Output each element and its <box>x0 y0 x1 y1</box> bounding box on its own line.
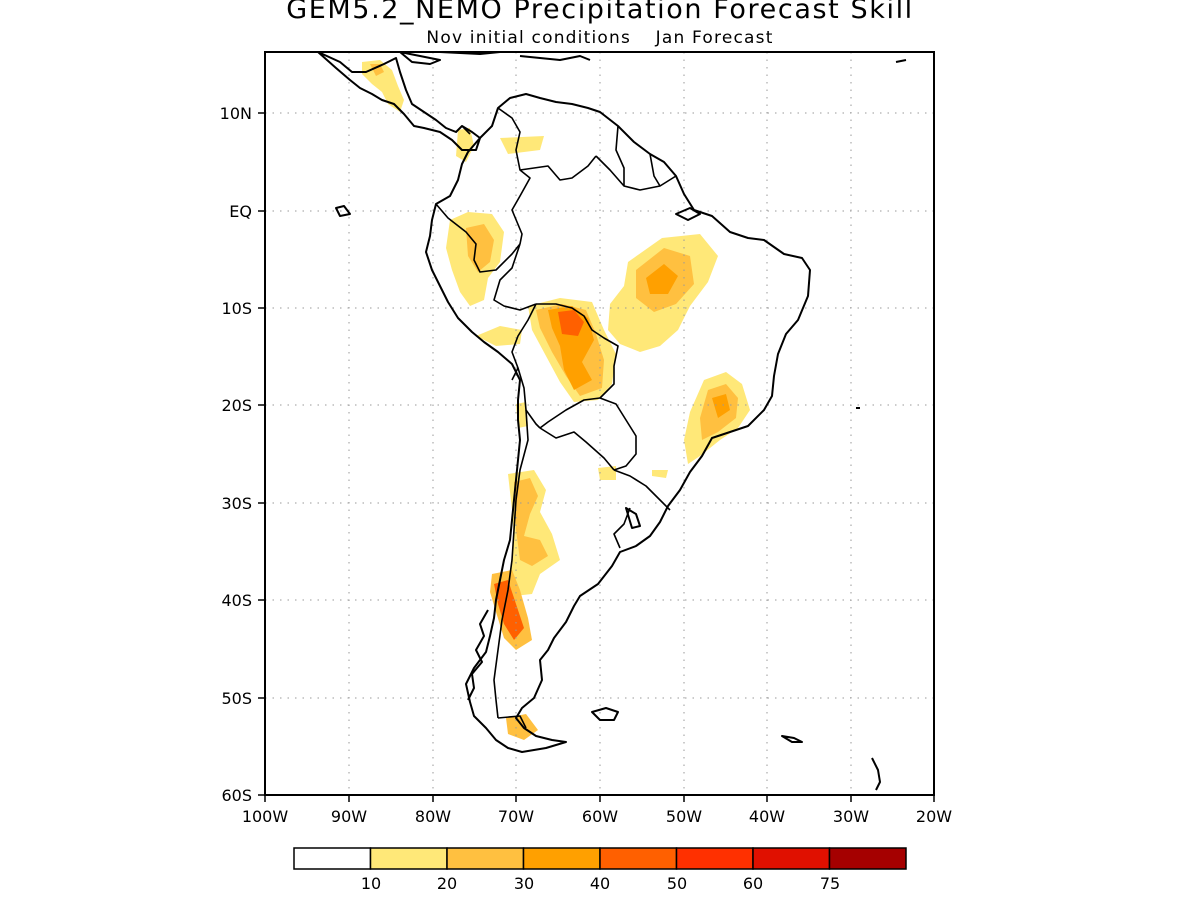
colorbar-box <box>599 847 678 870</box>
latitude-labels: 10N EQ 10S 20S 30S 40S 50S 60S <box>220 104 252 805</box>
skill-area-central-andes-core <box>514 478 548 566</box>
south-georgia <box>781 735 803 743</box>
skill-area-peru-south <box>476 326 522 346</box>
border-suriname-fguiana <box>649 153 661 187</box>
coastlines <box>317 52 907 791</box>
lon-label: 40W <box>749 807 785 826</box>
lat-label: 10S <box>221 299 252 318</box>
skill-shading <box>362 60 750 740</box>
colorbar-box <box>752 847 831 870</box>
colorbar-boxes <box>293 847 907 870</box>
border-ecuador-peru <box>435 203 521 273</box>
border-venezuela-brazil <box>519 155 597 181</box>
map-frame <box>264 51 935 796</box>
border-peru-bolivia <box>511 303 537 381</box>
lat-label: 50S <box>221 689 252 708</box>
skill-area-patagonia-core <box>494 580 524 640</box>
lat-label: 20S <box>221 396 252 415</box>
lat-label: 40S <box>221 591 252 610</box>
axis-ticks <box>258 112 935 802</box>
longitude-labels: 100W 90W 80W 70W 60W 50W 40W 30W 20W <box>242 807 952 826</box>
gridlines <box>265 52 934 795</box>
lon-label: 90W <box>331 807 367 826</box>
skill-area-west-amazon-core <box>466 224 494 272</box>
colorbar-label: 40 <box>590 874 610 893</box>
skill-area-venezuela <box>500 136 544 154</box>
forecast-month-label: Jan Forecast <box>655 28 774 48</box>
skill-area-central-america-core <box>370 64 384 76</box>
northeast-islet <box>895 59 907 63</box>
lat-label: EQ <box>229 202 252 221</box>
lagoa-dos-patos <box>625 507 641 529</box>
lon-label: 100W <box>242 807 289 826</box>
country-borders <box>435 107 677 729</box>
skill-area-southeast-brazil-peak <box>712 394 730 418</box>
galapagos-islands <box>335 205 351 217</box>
colorbar-label: 75 <box>820 874 840 893</box>
border-guyana-suriname <box>615 125 625 186</box>
colorbar-label: 30 <box>514 874 534 893</box>
border-peru-brazil <box>493 243 537 311</box>
colorbar-box <box>675 847 754 870</box>
lon-label: 70W <box>498 807 534 826</box>
colorbar-label: 20 <box>437 874 457 893</box>
skill-area-bolivia-peak <box>558 310 584 336</box>
map-subtitle: Nov initial conditions Jan Forecast <box>0 28 1200 48</box>
skill-area-central-america <box>362 60 404 112</box>
border-guyanas <box>595 155 677 191</box>
colorbar-label: 60 <box>743 874 763 893</box>
border-bolivia-paraguay <box>539 397 601 429</box>
caribbean-island <box>399 52 441 65</box>
colorbar-box <box>369 847 448 870</box>
skill-area-bolivia-high <box>548 306 594 390</box>
central-america-coast <box>317 52 481 151</box>
lon-label: 80W <box>415 807 451 826</box>
border-tierra-del-fuego <box>497 715 527 729</box>
init-conditions-label: Nov initial conditions <box>426 28 632 48</box>
colorbar-box <box>828 847 907 870</box>
caribbean-island-3 <box>519 55 591 61</box>
border-paraguay-argentina <box>539 427 615 471</box>
lon-label: 30W <box>833 807 869 826</box>
chile-fjords <box>467 609 489 701</box>
lat-label: 60S <box>221 786 252 805</box>
border-paraguay-brazil <box>599 397 637 471</box>
lon-label: 60W <box>582 807 618 826</box>
skill-area-central-brazil-peak <box>646 264 678 294</box>
colorbar-box <box>522 847 601 870</box>
colorbar-label: 10 <box>361 874 381 893</box>
marajo-island <box>675 207 701 221</box>
colorbar-label: 50 <box>667 874 687 893</box>
skill-area-plata <box>652 470 668 478</box>
border-colombia-venezuela <box>497 107 531 245</box>
colorbar-box <box>293 847 372 870</box>
map-title: GEM5.2_NEMO Precipitation Forecast Skill <box>286 0 914 25</box>
falkland-islands <box>591 707 619 721</box>
lat-label: 30S <box>221 494 252 513</box>
border-uruguay <box>613 507 631 549</box>
border-chile-argentina <box>493 409 529 719</box>
skill-area-uruguay <box>598 466 616 480</box>
south-sandwich-islands <box>871 757 881 791</box>
skill-area-north-coast <box>456 128 474 162</box>
border-argentina-brazil <box>613 469 671 511</box>
colorbar: 10 20 30 40 50 60 75 <box>293 847 907 893</box>
south-america-coast <box>425 93 811 753</box>
lat-label: 10N <box>220 104 252 123</box>
border-bolivia-brazil <box>536 303 619 399</box>
border-panama-colombia <box>461 125 471 135</box>
lon-label: 20W <box>916 807 952 826</box>
colorbar-box <box>446 847 525 870</box>
lon-label: 50W <box>666 807 702 826</box>
